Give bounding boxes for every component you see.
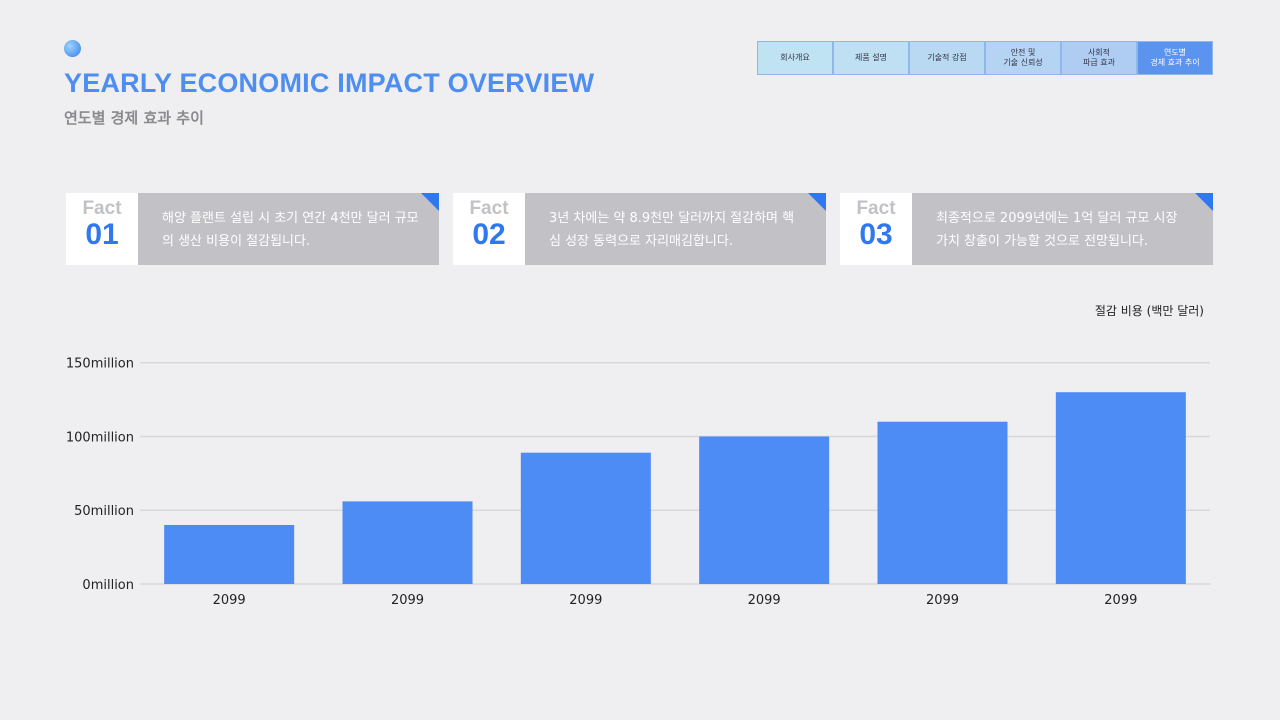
fact-card: Fact 01 해양 플랜트 설립 시 초기 연간 4천만 달러 규모의 생산 비…	[66, 193, 439, 265]
tab-label: 연도별 경제 효과 추이	[1150, 47, 1200, 67]
bar	[699, 436, 830, 584]
tab-label: 안전 및 기술 신뢰성	[1003, 47, 1043, 67]
x-tick-label: 2099	[569, 593, 602, 608]
fact-card: Fact 02 3년 차에는 약 8.9천만 달러까지 절감하며 핵심 성장 동력…	[453, 193, 826, 265]
fact-label: Fact	[856, 198, 896, 219]
tab-label: 기술적 강점	[927, 52, 967, 62]
x-tick-label: 2099	[1104, 593, 1137, 608]
tab-company[interactable]: 회사개요	[757, 41, 833, 75]
fact-number: 01	[85, 218, 119, 251]
fact-number: 02	[472, 218, 506, 251]
tab-label: 회사개요	[780, 52, 810, 62]
fact-card: Fact 03 최종적으로 2099년에는 1억 달러 규모 시장 가치 창출이 …	[840, 193, 1213, 265]
bar	[1055, 392, 1186, 584]
y-tick-label: 50million	[74, 504, 134, 519]
tab-label: 제품 설명	[855, 52, 887, 62]
fact-label: Fact	[469, 198, 509, 219]
page-title: YEARLY ECONOMIC IMPACT OVERVIEW	[64, 68, 595, 98]
fact-number: 03	[859, 218, 893, 251]
fact-label: Fact	[82, 198, 122, 219]
bar	[342, 501, 473, 584]
x-tick-label: 2099	[748, 593, 781, 608]
x-tick-label: 2099	[926, 593, 959, 608]
tab-product[interactable]: 제품 설명	[833, 41, 909, 75]
y-axis-label: 절감 비용 (백만 달러)	[1094, 304, 1204, 318]
bar	[877, 421, 1008, 584]
page-subtitle: 연도별 경제 효과 추이	[64, 109, 204, 127]
x-tick-label: 2099	[391, 593, 424, 608]
tab-strength[interactable]: 기술적 강점	[909, 41, 985, 75]
fact-text: 3년 차에는 약 8.9천만 달러까지 절감하며 핵심 성장 동력으로 자리매김…	[525, 193, 826, 265]
bar	[164, 524, 295, 584]
y-tick-label: 150million	[66, 357, 134, 372]
nav-tabs: 회사개요 제품 설명 기술적 강점 안전 및 기술 신뢰성 사회적 파급 효과 …	[757, 41, 1213, 75]
y-tick-label: 100million	[66, 430, 134, 445]
tab-label: 사회적 파급 효과	[1083, 47, 1115, 67]
fact-text: 최종적으로 2099년에는 1억 달러 규모 시장 가치 창출이 가능할 것으로…	[912, 193, 1213, 265]
tab-safety[interactable]: 안전 및 기술 신뢰성	[985, 41, 1061, 75]
y-tick-label: 0million	[82, 578, 134, 593]
tab-yearly[interactable]: 연도별 경제 효과 추이	[1137, 41, 1213, 75]
x-tick-label: 2099	[213, 593, 246, 608]
tab-social[interactable]: 사회적 파급 효과	[1061, 41, 1137, 75]
fact-text: 해양 플랜트 설립 시 초기 연간 4천만 달러 규모의 생산 비용이 절감됩니…	[138, 193, 439, 265]
bar	[520, 452, 651, 584]
logo-icon	[64, 40, 81, 57]
